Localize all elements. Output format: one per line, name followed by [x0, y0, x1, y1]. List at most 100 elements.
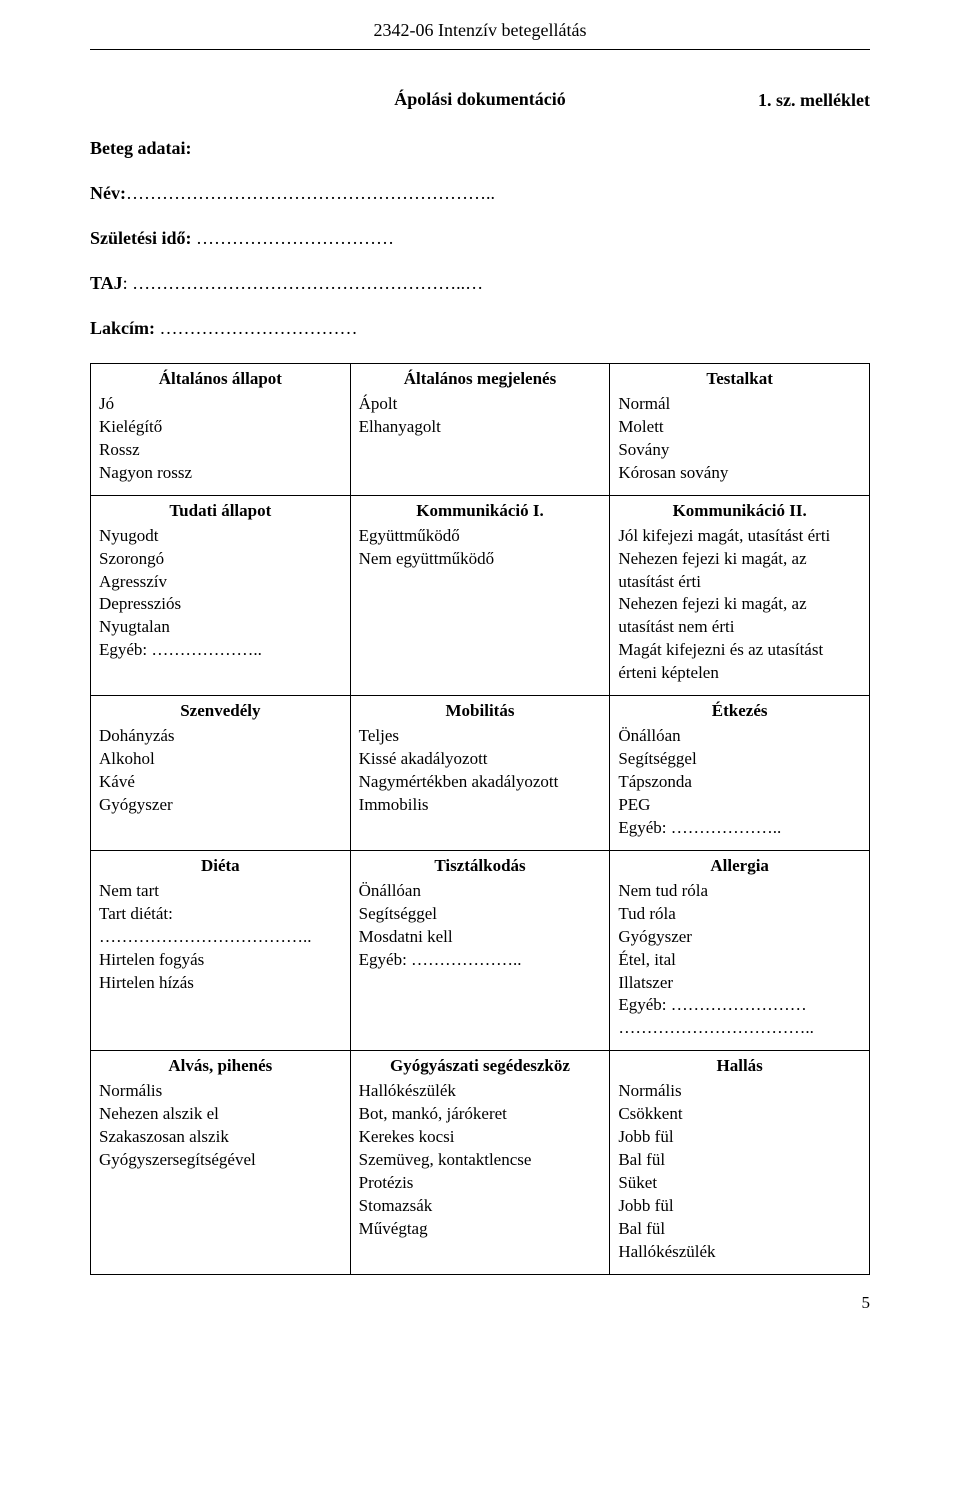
cell-heading: Alvás, pihenés [99, 1055, 342, 1078]
cell-heading: Szenvedély [99, 700, 342, 723]
cell-line: Stomazsák [359, 1195, 602, 1218]
table-row: Alvás, pihenés Normális Nehezen alszik e… [91, 1051, 870, 1274]
cell-line: PEG [618, 794, 861, 817]
cell-eating: Étkezés Önállóan Segítséggel Tápszonda P… [610, 696, 870, 851]
cell-line: Bal fül [618, 1218, 861, 1241]
cell-line: Étel, ital [618, 949, 861, 972]
cell-line: Sovány [618, 439, 861, 462]
cell-line: Hirtelen hízás [99, 972, 342, 995]
cell-line: Magát kifejezni és az utasítást érteni k… [618, 639, 861, 685]
cell-line: Normál [618, 393, 861, 416]
patient-section-label: Beteg adatai: [90, 138, 870, 159]
cell-line: Dohányzás [99, 725, 342, 748]
cell-line: Normális [99, 1080, 342, 1103]
cell-line: Bot, mankó, járókeret [359, 1103, 602, 1126]
header-divider [90, 49, 870, 50]
table-row: Diéta Nem tart Tart diétát: ………………………………… [91, 850, 870, 1051]
cell-heading: Diéta [99, 855, 342, 878]
cell-heading: Általános megjelenés [359, 368, 602, 391]
cell-line: Rossz [99, 439, 342, 462]
page: 2342-06 Intenzív betegellátás 1. sz. mel… [0, 0, 960, 1313]
cell-heading: Tudati állapot [99, 500, 342, 523]
cell-line: Elhanyagolt [359, 416, 602, 439]
cell-line: Szakaszosan alszik [99, 1126, 342, 1149]
table-row: Tudati állapot Nyugodt Szorongó Agresszí… [91, 495, 870, 696]
cell-line: Hirtelen fogyás [99, 949, 342, 972]
cell-line: Csökkent [618, 1103, 861, 1126]
cell-heading: Testalkat [618, 368, 861, 391]
cell-line: Kórosan sovány [618, 462, 861, 485]
cell-line: Jobb fül [618, 1126, 861, 1149]
taj-field: TAJ: ………………………………………………..… [90, 273, 870, 294]
cell-line: Gyógyszersegítségével [99, 1149, 342, 1172]
cell-mobility: Mobilitás Teljes Kissé akadályozott Nagy… [350, 696, 610, 851]
cell-hearing: Hallás Normális Csökkent Jobb fül Bal fü… [610, 1051, 870, 1274]
cell-heading: Étkezés [618, 700, 861, 723]
cell-line: Süket [618, 1172, 861, 1195]
cell-medical-aid: Gyógyászati segédeszköz Hallókészülék Bo… [350, 1051, 610, 1274]
cell-line: Jól kifejezi magát, utasítást érti [618, 525, 861, 548]
cell-line: Tápszonda [618, 771, 861, 794]
address-field: Lakcím: …………………………… [90, 318, 870, 339]
cell-heading: Kommunikáció II. [618, 500, 861, 523]
cell-heading: Gyógyászati segédeszköz [359, 1055, 602, 1078]
cell-general-state: Általános állapot Jó Kielégítő Rossz Nag… [91, 364, 351, 496]
cell-line: Protézis [359, 1172, 602, 1195]
table-row: Általános állapot Jó Kielégítő Rossz Nag… [91, 364, 870, 496]
cell-line: Segítséggel [359, 903, 602, 926]
birth-dots: …………………………… [192, 228, 395, 248]
cell-line: Egyéb: ……………….. [359, 949, 602, 972]
cell-line: Kávé [99, 771, 342, 794]
cell-line: Nehezen fejezi ki magát, az utasítást ne… [618, 593, 861, 639]
cell-line: Immobilis [359, 794, 602, 817]
name-field: Név:…………………………………………………….. [90, 183, 870, 204]
cell-line: Depressziós [99, 593, 342, 616]
cell-line: Agresszív [99, 571, 342, 594]
cell-line: Hallókészülék [618, 1241, 861, 1264]
cell-addiction: Szenvedély Dohányzás Alkohol Kávé Gyógys… [91, 696, 351, 851]
cell-consciousness: Tudati állapot Nyugodt Szorongó Agresszí… [91, 495, 351, 696]
cell-line: Nyugtalan [99, 616, 342, 639]
cell-heading: Kommunikáció I. [359, 500, 602, 523]
document-title: Ápolási dokumentáció [90, 89, 870, 110]
cell-line: Jobb fül [618, 1195, 861, 1218]
cell-heading: Allergia [618, 855, 861, 878]
cell-allergy: Allergia Nem tud róla Tud róla Gyógyszer… [610, 850, 870, 1051]
cell-line: Együttműködő [359, 525, 602, 548]
cell-line: Tart diétát: [99, 903, 342, 926]
cell-line: Szorongó [99, 548, 342, 571]
cell-line: Egyéb: ……………….. [618, 817, 861, 840]
cell-line: Nem együttműködő [359, 548, 602, 571]
cell-line: Nagyon rossz [99, 462, 342, 485]
cell-line: Illatszer [618, 972, 861, 995]
name-label: Név: [90, 183, 126, 203]
cell-line: Segítséggel [618, 748, 861, 771]
cell-line: Gyógyszer [618, 926, 861, 949]
cell-line: Önállóan [359, 880, 602, 903]
birth-label: Születési idő: [90, 228, 192, 248]
cell-line: Nehezen fejezi ki magát, az utasítást ér… [618, 548, 861, 594]
cell-line: Bal fül [618, 1149, 861, 1172]
taj-dots: : ………………………………………………..… [123, 273, 484, 293]
cell-line: Nyugodt [99, 525, 342, 548]
cell-line: Tud róla [618, 903, 861, 926]
birth-field: Születési idő: …………………………… [90, 228, 870, 249]
taj-label: TAJ [90, 273, 123, 293]
cell-line: Normális [618, 1080, 861, 1103]
cell-line: Gyógyszer [99, 794, 342, 817]
cell-line: Nem tud róla [618, 880, 861, 903]
cell-line: Kerekes kocsi [359, 1126, 602, 1149]
address-dots: …………………………… [155, 318, 358, 338]
address-label: Lakcím: [90, 318, 155, 338]
cell-line: Mosdatni kell [359, 926, 602, 949]
cell-line: Művégtag [359, 1218, 602, 1241]
cell-diet: Diéta Nem tart Tart diétát: ………………………………… [91, 850, 351, 1051]
cell-heading: Tisztálkodás [359, 855, 602, 878]
cell-line: Egyéb: ……………….. [99, 639, 342, 662]
cell-line: Kissé akadályozott [359, 748, 602, 771]
cell-line: Ápolt [359, 393, 602, 416]
cell-sleep: Alvás, pihenés Normális Nehezen alszik e… [91, 1051, 351, 1274]
cell-line: Nehezen alszik el [99, 1103, 342, 1126]
cell-line: Alkohol [99, 748, 342, 771]
assessment-table: Általános állapot Jó Kielégítő Rossz Nag… [90, 363, 870, 1275]
